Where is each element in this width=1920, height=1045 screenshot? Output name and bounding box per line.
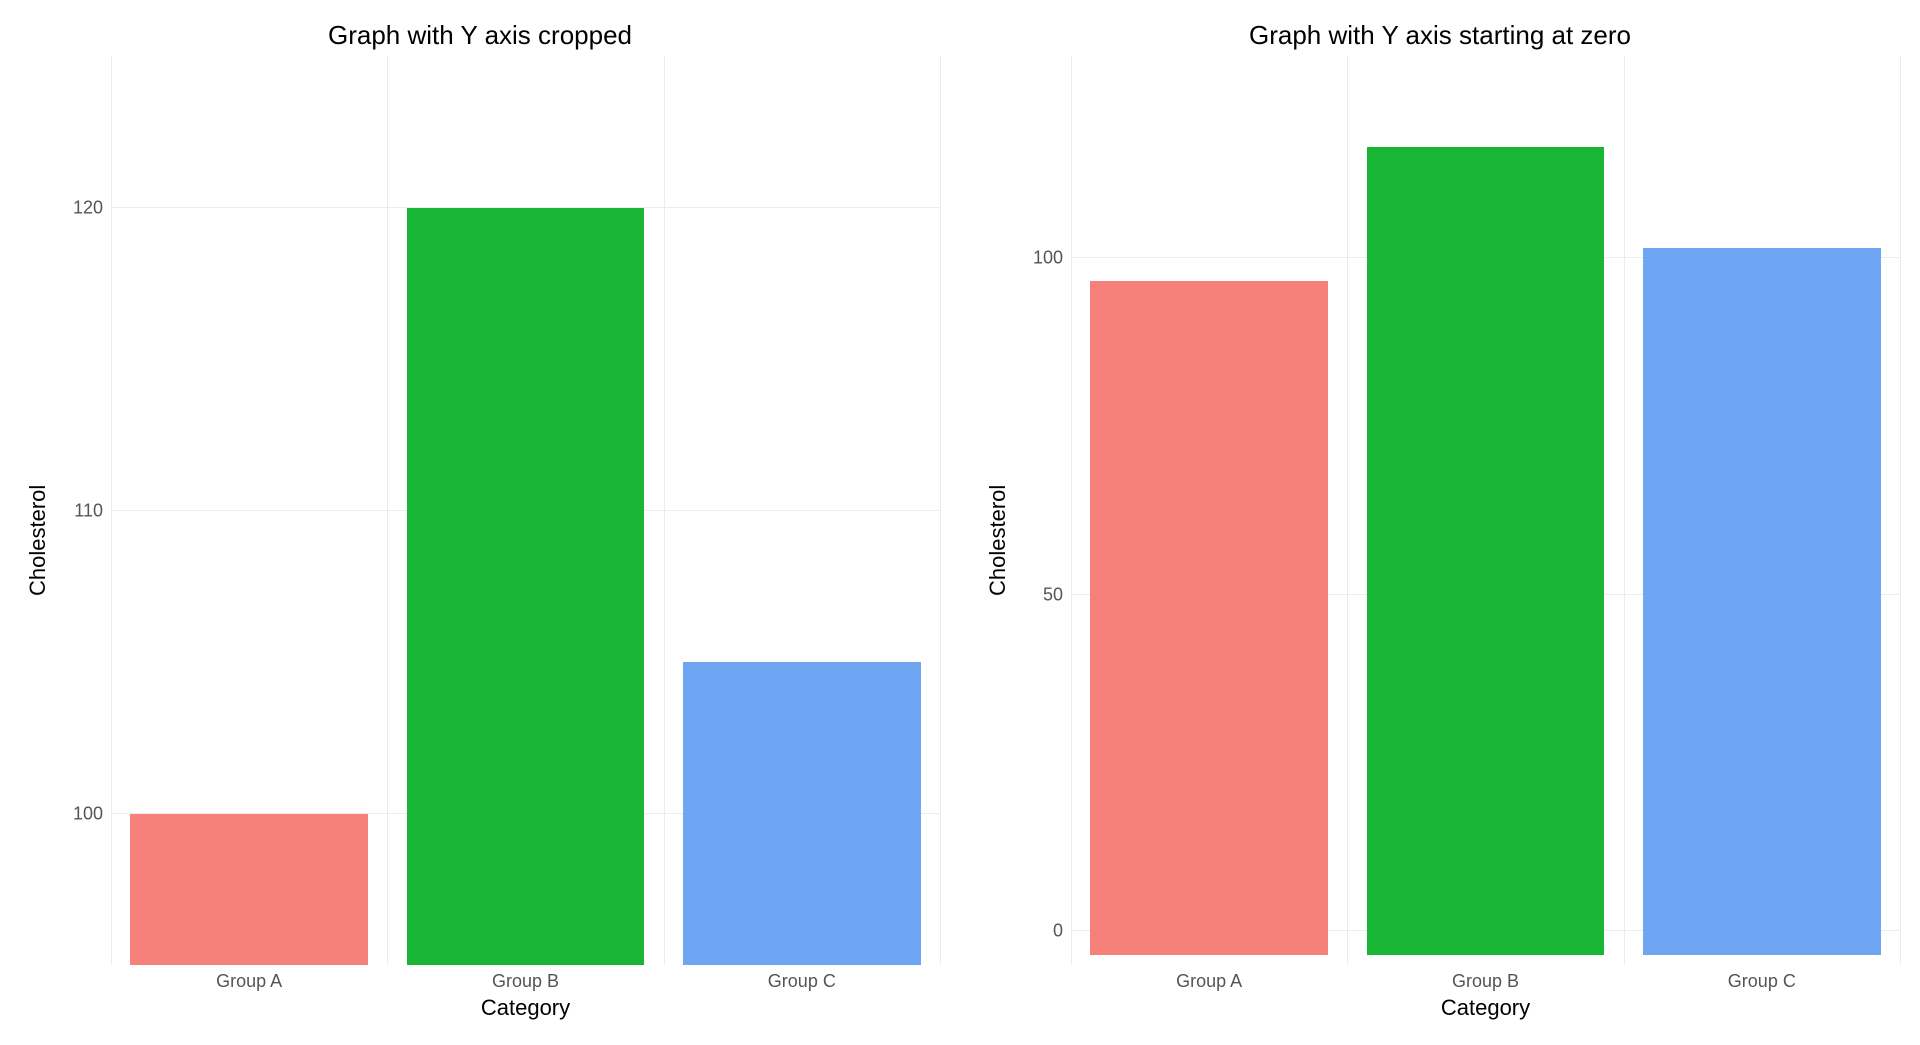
y-tick-label: 120 (73, 197, 103, 218)
plot-wrap-left: Group AGroup BGroup C Category (111, 56, 940, 1025)
chart-title-left: Graph with Y axis cropped (20, 10, 940, 56)
bars-left (111, 56, 940, 965)
plot-wrap-right: Group AGroup BGroup C Category (1071, 56, 1900, 1025)
bar-slot (664, 56, 940, 965)
y-tick-label: 0 (1053, 921, 1063, 942)
chart-panel-left: Graph with Y axis cropped Cholesterol 10… (0, 0, 960, 1045)
x-tick-label: Group C (1624, 965, 1900, 995)
x-ticks-left: Group AGroup BGroup C (111, 965, 940, 995)
y-tick-label: 100 (73, 803, 103, 824)
bar (683, 662, 921, 965)
y-ticks-left: 100 110 120 (56, 56, 111, 965)
y-axis-label-left: Cholesterol (20, 56, 56, 1025)
bar (407, 208, 645, 966)
y-tick-label: 110 (74, 500, 103, 521)
bar (1643, 248, 1881, 955)
x-ticks-right: Group AGroup BGroup C (1071, 965, 1900, 995)
bar-slot (1624, 56, 1900, 965)
bar-slot (111, 56, 387, 965)
bar-slot (387, 56, 663, 965)
y-ticks-right: 0 50 100 (1016, 56, 1071, 965)
x-tick-label: Group B (1347, 965, 1623, 995)
grid-line-v (1900, 56, 1901, 965)
x-axis-label-left: Category (111, 995, 940, 1025)
x-tick-label: Group A (111, 965, 387, 995)
chart-body-left: Cholesterol 100 110 120 Group AGroup BGrou… (20, 56, 940, 1025)
bars-right (1071, 56, 1900, 965)
chart-body-right: Cholesterol 0 50 100 Group AGroup BGroup C… (980, 56, 1900, 1025)
bar (1090, 281, 1328, 954)
x-axis-label-right: Category (1071, 995, 1900, 1025)
chart-panel-right: Graph with Y axis starting at zero Chole… (960, 0, 1920, 1045)
bar (130, 814, 368, 965)
y-axis-label-right: Cholesterol (980, 56, 1016, 1025)
x-tick-label: Group C (664, 965, 940, 995)
x-tick-label: Group B (387, 965, 663, 995)
chart-title-right: Graph with Y axis starting at zero (980, 10, 1900, 56)
bar-slot (1071, 56, 1347, 965)
y-tick-label: 50 (1043, 584, 1063, 605)
grid-line-v (940, 56, 941, 965)
y-tick-label: 100 (1033, 248, 1063, 269)
plot-area-left (111, 56, 940, 965)
bar (1367, 147, 1605, 955)
bar-slot (1347, 56, 1623, 965)
plot-area-right (1071, 56, 1900, 965)
x-tick-label: Group A (1071, 965, 1347, 995)
